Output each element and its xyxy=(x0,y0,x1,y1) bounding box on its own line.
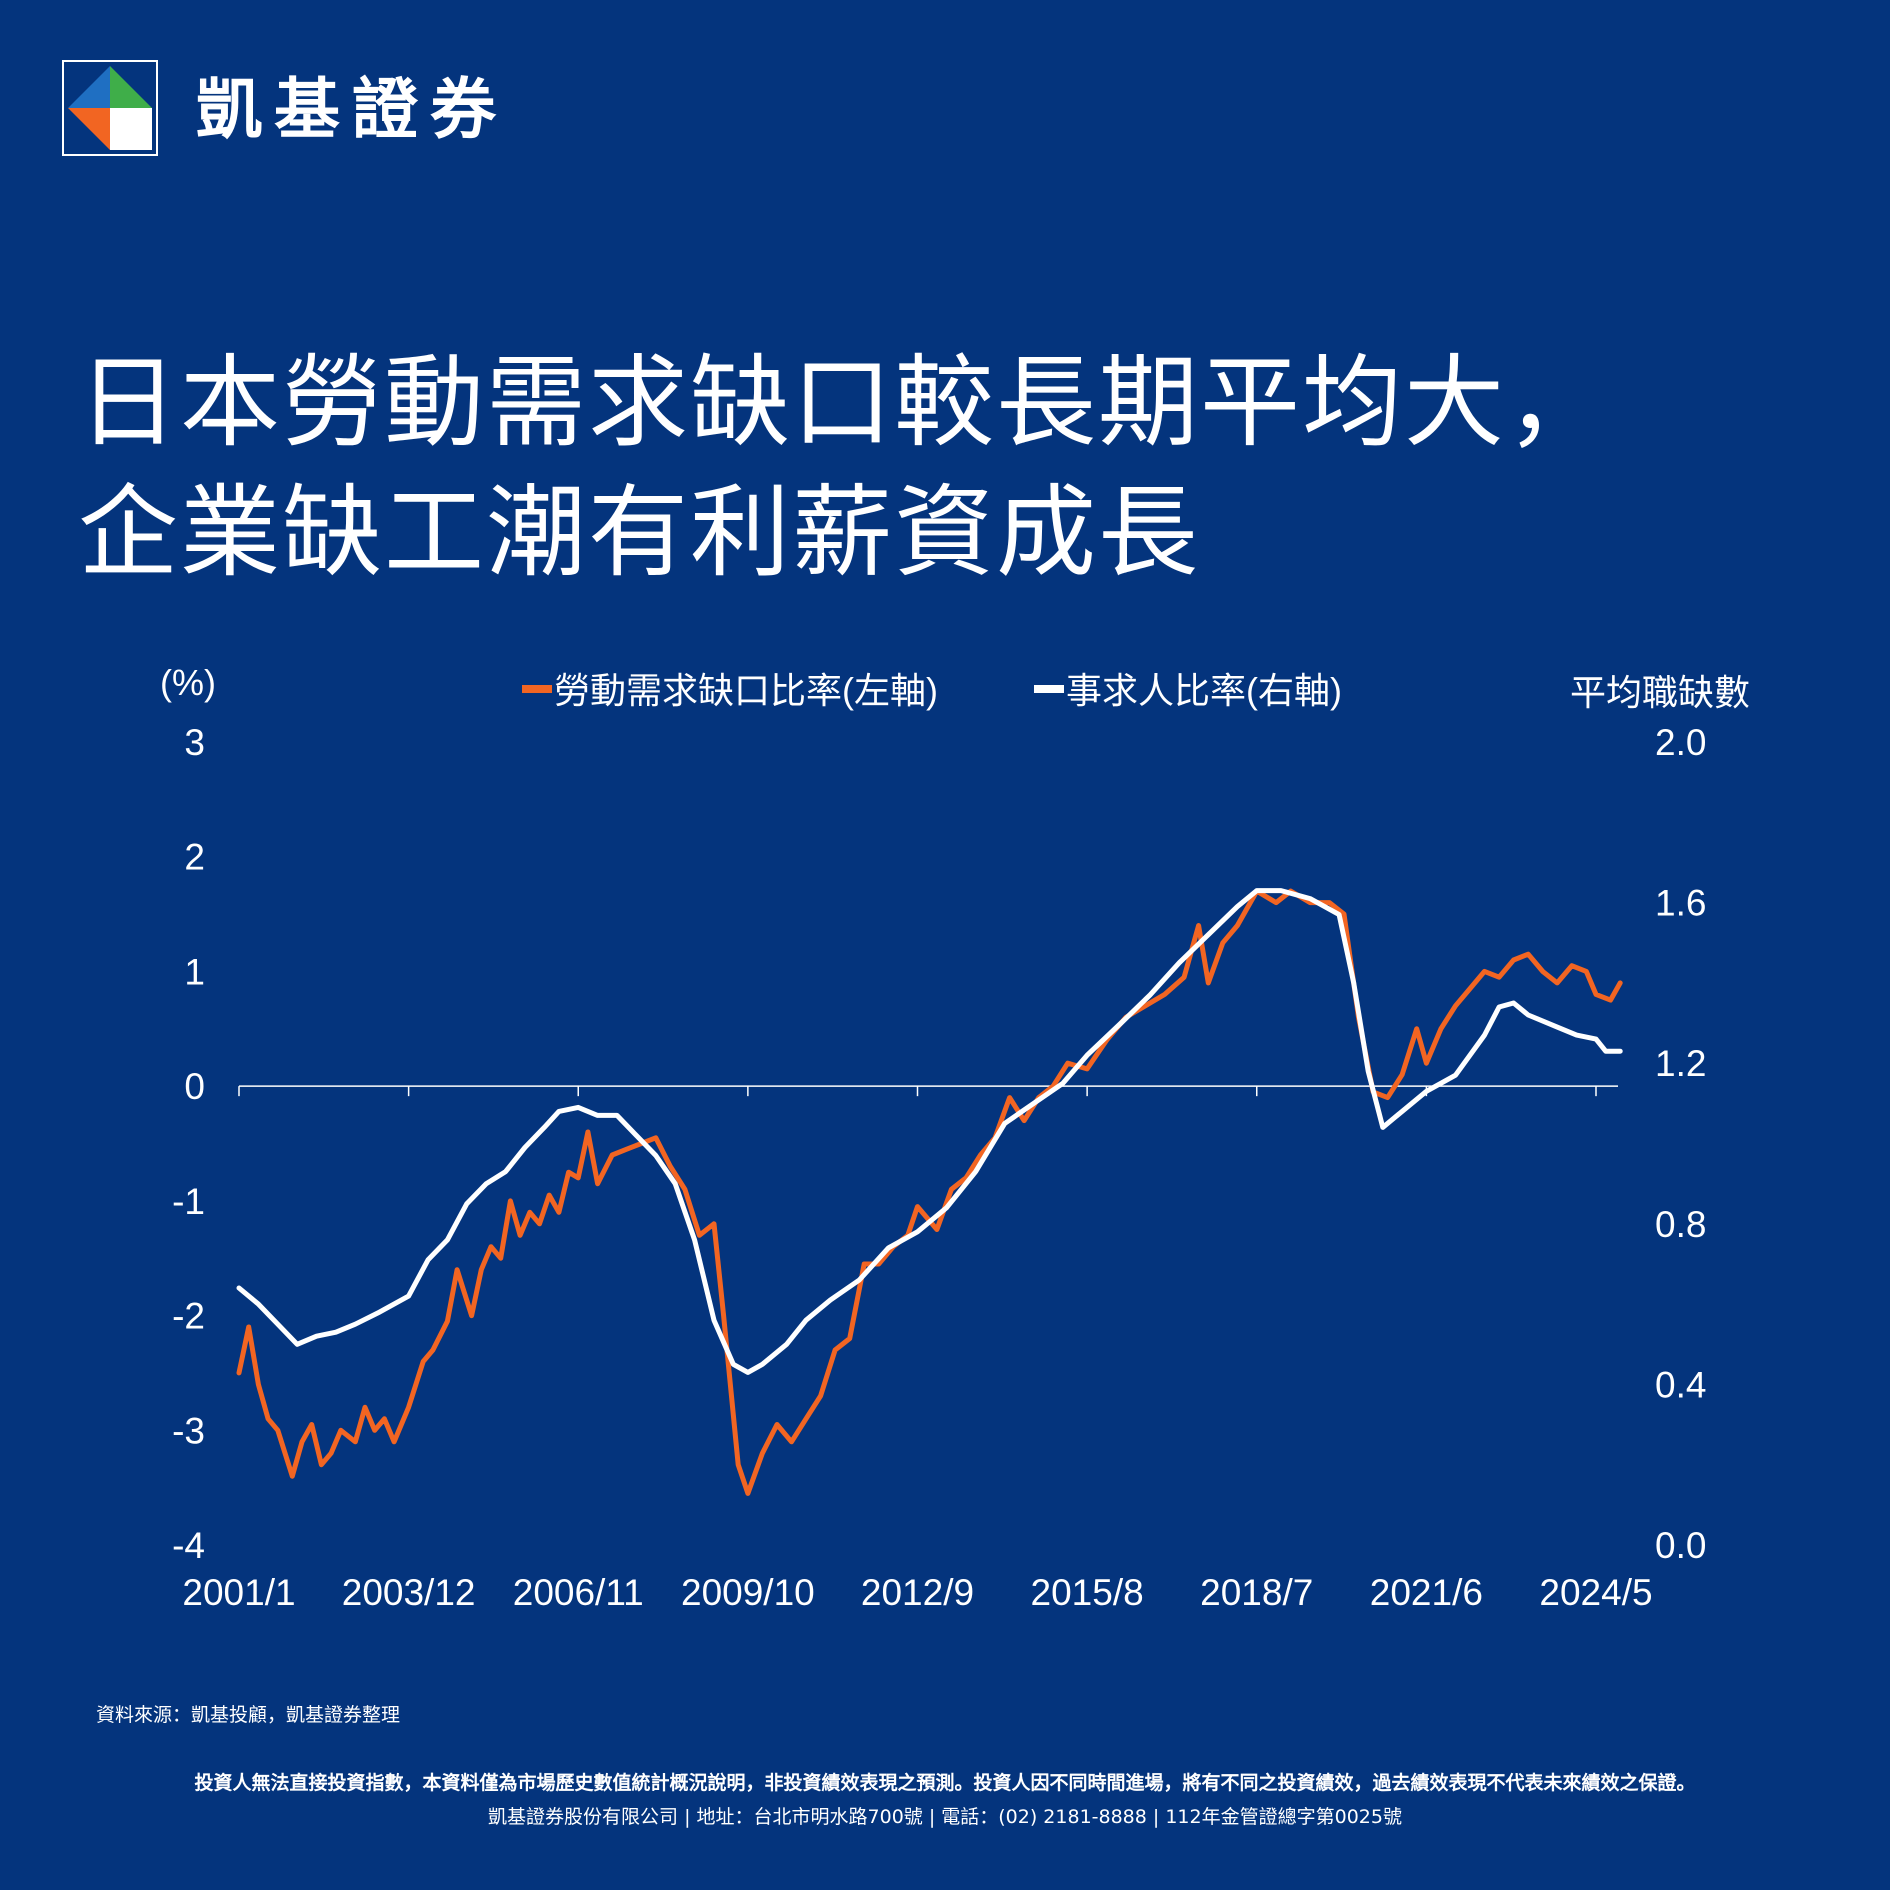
left-y-tick-label: -4 xyxy=(172,1525,205,1566)
right-y-tick-label: 0.8 xyxy=(1655,1204,1706,1245)
x-tick-label: 2012/9 xyxy=(861,1572,974,1613)
legend-label-ratio: 事求人比率(右軸) xyxy=(1066,670,1342,711)
title-line-2: 企業缺工潮有利薪資成長 xyxy=(78,474,1200,591)
left-y-tick-label: 3 xyxy=(184,722,205,763)
legend: 勞動需求缺口比率(左軸) 事求人比率(右軸) xyxy=(522,670,1342,711)
legend-label-gap: 勞動需求缺口比率(左軸) xyxy=(554,670,938,711)
right-y-tick-label: 2.0 xyxy=(1655,722,1706,763)
right-y-tick-label: 1.6 xyxy=(1655,883,1706,924)
series-line-jobs-ratio xyxy=(236,888,1623,1375)
brand-name: 凱基證券 xyxy=(196,71,508,148)
legend-swatch-gap xyxy=(522,685,552,693)
x-tick-label: 2018/7 xyxy=(1200,1572,1313,1613)
x-tick-label: 2009/10 xyxy=(681,1572,815,1613)
x-tick-label: 2021/6 xyxy=(1370,1572,1483,1613)
disclaimer: 投資人無法直接投資指數，本資料僅為市場歷史數值統計概況說明，非投資績效表現之預測… xyxy=(194,1772,1696,1794)
line-chart: (%) 平均職缺數 勞動需求缺口比率(左軸) 事求人比率(右軸) 2001/1 2… xyxy=(160,662,1750,1613)
left-y-tick-label: -2 xyxy=(172,1296,205,1337)
series-line-labor-gap xyxy=(236,888,1623,1496)
left-y-tick-label: 1 xyxy=(184,951,205,992)
x-tick-label: 2015/8 xyxy=(1031,1572,1144,1613)
left-axis-unit: (%) xyxy=(160,662,216,703)
left-y-tick-label: 0 xyxy=(184,1066,205,1107)
x-tick-label: 2006/11 xyxy=(513,1572,644,1613)
company-info: 凱基證券股份有限公司 | 地址：台北市明水路700號 | 電話：(02) 218… xyxy=(488,1806,1402,1828)
kgi-diamond-logo-icon xyxy=(62,60,158,156)
left-y-tick-label: -3 xyxy=(172,1410,205,1451)
x-tick-label: 2001/1 xyxy=(182,1572,295,1613)
right-y-tick-label: 1.2 xyxy=(1655,1043,1706,1084)
x-tick-label: 2003/12 xyxy=(342,1572,476,1613)
right-y-tick-label: 0.0 xyxy=(1655,1525,1706,1566)
page-title: 日本勞動需求缺口較長期平均大， 企業缺工潮有利薪資成長 xyxy=(78,338,1608,598)
right-axis-unit: 平均職缺數 xyxy=(1570,672,1750,713)
left-y-tick-label: -1 xyxy=(172,1181,205,1222)
title-line-1: 日本勞動需求缺口較長期平均大， xyxy=(78,344,1608,461)
legend-swatch-ratio xyxy=(1034,685,1064,693)
x-tick-label: 2024/5 xyxy=(1539,1572,1652,1613)
left-y-tick-label: 2 xyxy=(184,837,205,878)
right-y-tick-label: 0.4 xyxy=(1655,1364,1706,1405)
source-note: 資料來源：凱基投顧，凱基證券整理 xyxy=(96,1704,401,1726)
